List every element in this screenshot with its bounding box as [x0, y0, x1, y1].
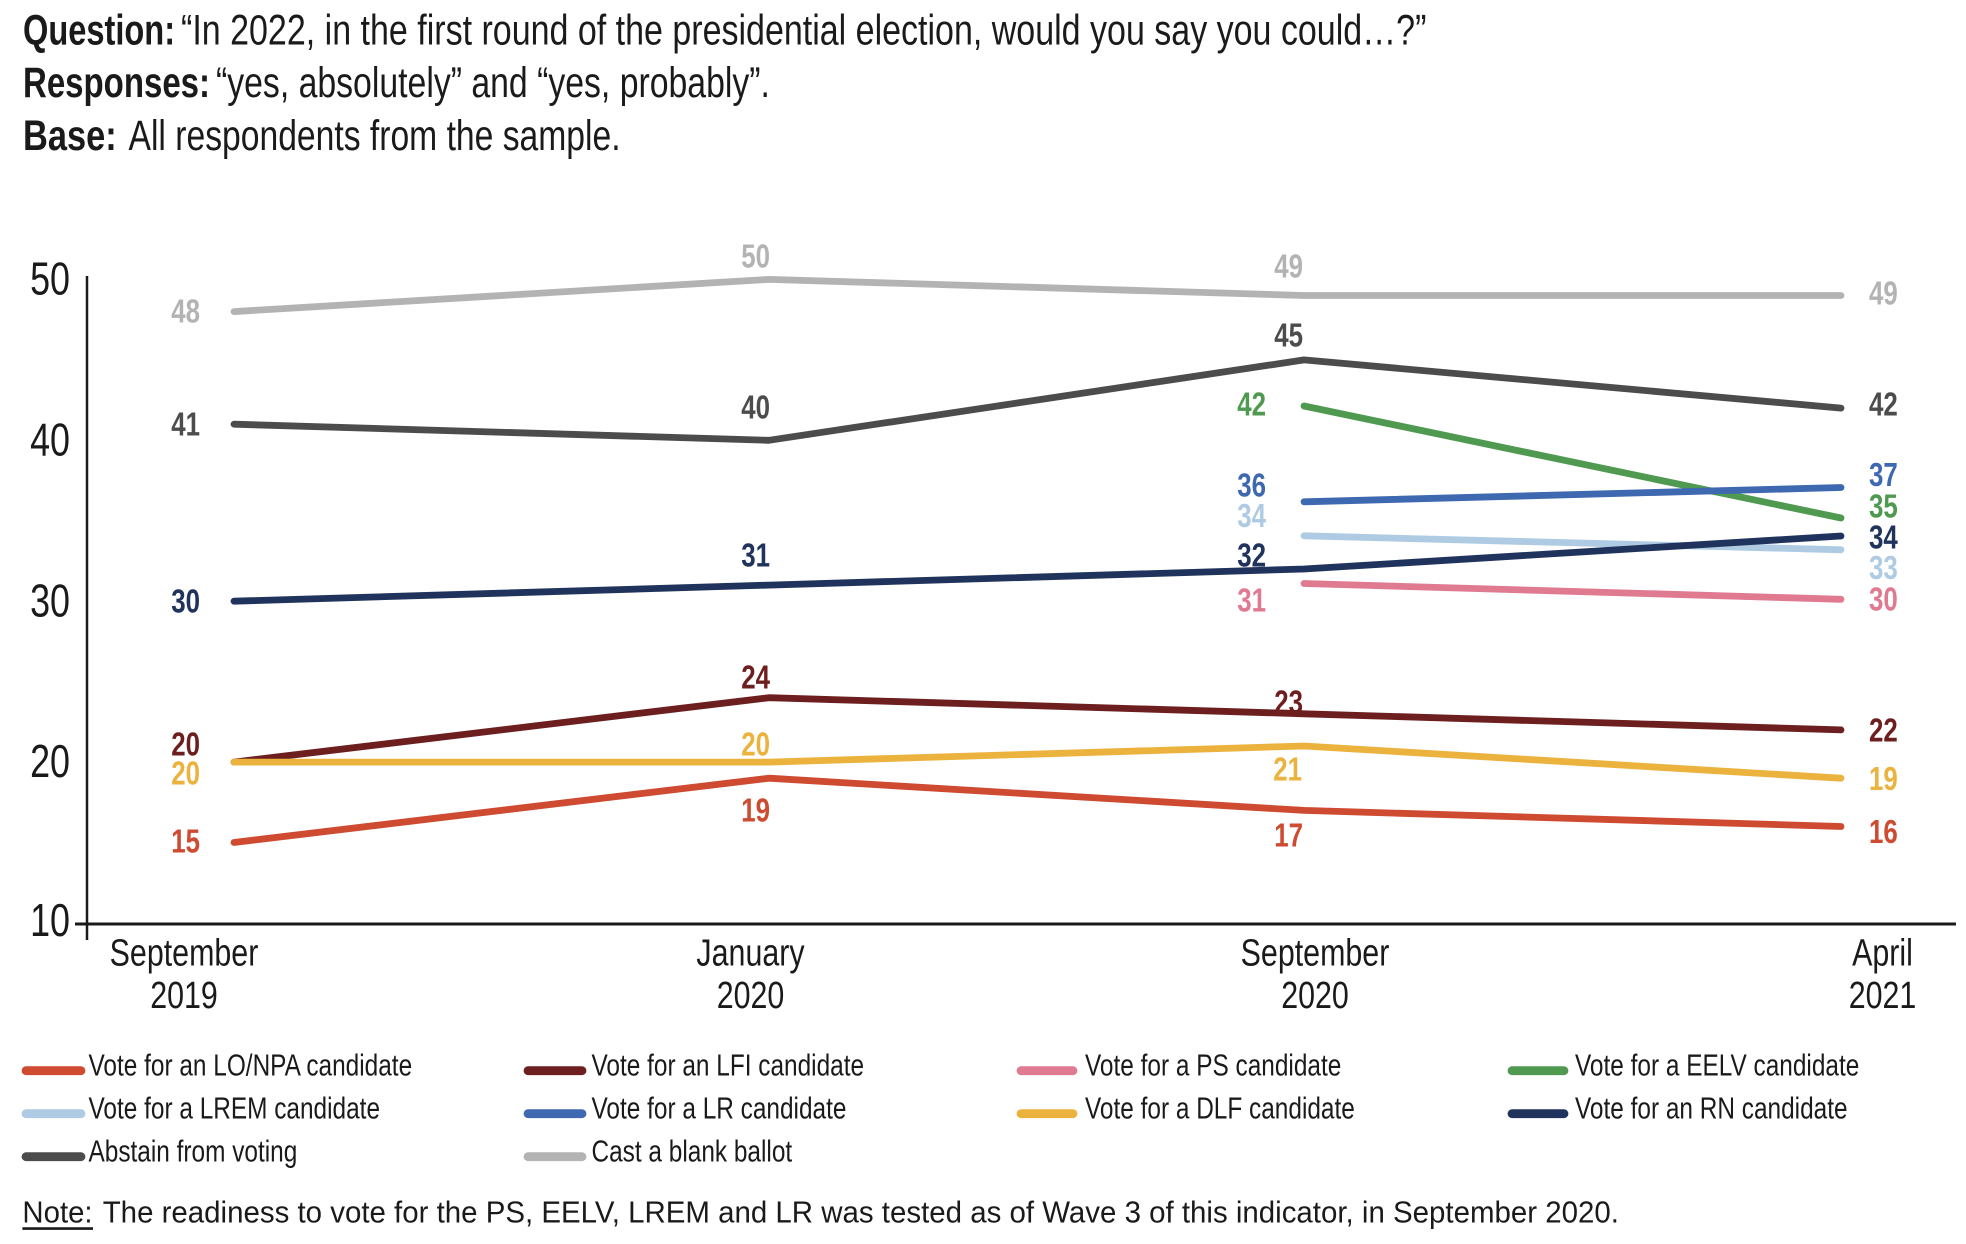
svg-text:30: 30: [1869, 582, 1898, 619]
svg-text:34: 34: [1237, 498, 1266, 535]
svg-text:Vote for an RN candidate: Vote for an RN candidate: [1575, 1091, 1848, 1125]
svg-text:Base:: Base:: [23, 112, 117, 159]
svg-text:50: 50: [30, 253, 70, 304]
svg-text:50: 50: [741, 239, 770, 276]
svg-text:Vote for an LO/NPA candidate: Vote for an LO/NPA candidate: [89, 1048, 413, 1082]
svg-text:40: 40: [741, 390, 770, 427]
svg-text:Question:: Question:: [23, 6, 175, 54]
svg-text:31: 31: [1237, 583, 1266, 620]
svg-text:2020: 2020: [717, 975, 785, 1017]
svg-text:2019: 2019: [150, 975, 218, 1017]
svg-text:10: 10: [30, 895, 70, 946]
svg-text:23: 23: [1274, 684, 1303, 721]
svg-text:20: 20: [171, 727, 200, 764]
svg-text:“In 2022, in the first round o: “In 2022, in the first round of the pres…: [181, 7, 1426, 55]
svg-text:2020: 2020: [1281, 975, 1349, 1017]
svg-text:The readiness to vote for the: The readiness to vote for the PS, EELV, …: [103, 1196, 1619, 1230]
svg-text:30: 30: [30, 575, 70, 626]
svg-text:15: 15: [171, 824, 200, 861]
svg-text:37: 37: [1869, 457, 1898, 494]
svg-text:35: 35: [1869, 489, 1898, 526]
svg-text:20: 20: [741, 727, 770, 764]
svg-text:April: April: [1852, 932, 1913, 974]
svg-text:Vote for a EELV candidate: Vote for a EELV candidate: [1575, 1048, 1859, 1082]
svg-text:22: 22: [1869, 713, 1898, 750]
svg-text:Cast a blank ballot: Cast a blank ballot: [592, 1134, 793, 1168]
svg-text:“yes, absolutely” and “yes, pr: “yes, absolutely” and “yes, probably”.: [216, 59, 770, 107]
svg-text:Abstain from voting: Abstain from voting: [89, 1134, 298, 1168]
svg-text:48: 48: [171, 294, 200, 331]
svg-text:January: January: [696, 932, 805, 974]
svg-text:36: 36: [1237, 468, 1266, 505]
svg-text:20: 20: [30, 736, 70, 787]
svg-text:49: 49: [1274, 249, 1303, 286]
svg-text:34: 34: [1869, 520, 1898, 557]
svg-text:42: 42: [1869, 387, 1898, 424]
svg-text:16: 16: [1869, 814, 1898, 851]
svg-text:30: 30: [171, 583, 200, 620]
svg-text:September: September: [110, 932, 259, 974]
svg-text:20: 20: [171, 756, 200, 793]
svg-text:33: 33: [1869, 550, 1898, 587]
svg-text:24: 24: [741, 660, 770, 697]
svg-text:Responses:: Responses:: [23, 59, 210, 107]
svg-text:Vote for a LR candidate: Vote for a LR candidate: [592, 1091, 847, 1125]
svg-text:September: September: [1241, 932, 1390, 974]
svg-text:45: 45: [1274, 318, 1303, 355]
svg-text:Vote for an LFI candidate: Vote for an LFI candidate: [592, 1048, 865, 1082]
svg-text:All respondents from the sampl: All respondents from the sample.: [129, 112, 621, 160]
svg-text:17: 17: [1274, 818, 1303, 855]
svg-text:Note:: Note:: [22, 1196, 92, 1230]
svg-text:40: 40: [30, 414, 70, 465]
svg-text:19: 19: [741, 793, 770, 830]
svg-text:49: 49: [1869, 276, 1898, 313]
svg-text:2021: 2021: [1849, 975, 1917, 1017]
svg-text:19: 19: [1869, 761, 1898, 798]
svg-text:41: 41: [171, 407, 200, 444]
svg-text:31: 31: [741, 538, 770, 575]
svg-text:Vote for a PS candidate: Vote for a PS candidate: [1085, 1048, 1341, 1082]
svg-text:32: 32: [1237, 538, 1266, 575]
svg-text:21: 21: [1273, 752, 1302, 789]
svg-text:Vote for a DLF candidate: Vote for a DLF candidate: [1085, 1091, 1355, 1125]
svg-text:42: 42: [1237, 387, 1266, 424]
svg-text:Vote for a LREM candidate: Vote for a LREM candidate: [89, 1091, 381, 1125]
